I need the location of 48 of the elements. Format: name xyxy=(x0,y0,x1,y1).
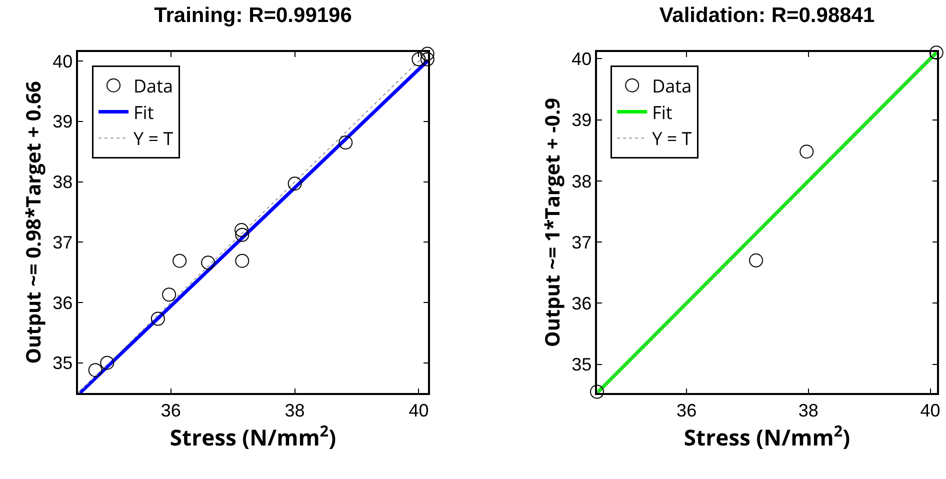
x-tick-label: 38 xyxy=(798,400,818,420)
legend-label: Data xyxy=(652,74,692,98)
y-tick-label: 37 xyxy=(52,232,73,252)
y-tick-label: 40 xyxy=(572,49,592,70)
y-tick-label: 40 xyxy=(52,51,73,72)
y-tick-label: 38 xyxy=(52,172,73,192)
point xyxy=(201,256,216,270)
y-tick-label: 36 xyxy=(572,293,592,314)
legend-label: Data xyxy=(134,74,173,98)
point xyxy=(150,312,165,326)
x-axis-title: Stress (N/mm$^{2}$) xyxy=(684,420,850,453)
point xyxy=(288,176,302,191)
legend-label: Fit xyxy=(134,100,154,125)
y-axis-title: Output ~= 0.98*Target + 0.66 xyxy=(20,81,47,364)
x-tick-label: 36 xyxy=(160,400,181,420)
y-tick-label: 39 xyxy=(52,112,73,132)
point xyxy=(172,254,187,268)
point xyxy=(235,254,250,268)
point xyxy=(235,228,250,242)
legend-label: Y = T xyxy=(652,127,692,152)
point xyxy=(162,288,176,302)
y-tick-label: 38 xyxy=(572,171,592,192)
point xyxy=(800,144,814,159)
point xyxy=(420,52,434,66)
point xyxy=(100,356,114,370)
y-tick-label: 35 xyxy=(572,354,592,375)
point xyxy=(234,223,249,238)
x-axis-title: Stress (N/mm$^{2}$) xyxy=(170,420,336,453)
point xyxy=(590,384,604,399)
x-tick-label: 36 xyxy=(676,400,697,420)
legend-label: Fit xyxy=(652,100,672,125)
point xyxy=(88,363,102,378)
point xyxy=(420,46,434,61)
chart-title: Validation: R=0.98841 xyxy=(659,4,875,27)
y-tick-label: 37 xyxy=(572,232,592,252)
point xyxy=(749,253,764,268)
x-tick-label: 38 xyxy=(284,400,305,420)
point xyxy=(338,136,353,150)
x-tick-label: 40 xyxy=(920,400,940,420)
legend-label: Y = T xyxy=(134,127,174,152)
point xyxy=(412,52,426,66)
y-tick-label: 35 xyxy=(52,353,73,374)
y-tick-label: 39 xyxy=(572,110,592,130)
y-tick-label: 36 xyxy=(52,292,73,313)
x-tick-label: 40 xyxy=(408,400,429,420)
point xyxy=(929,46,944,60)
y-axis-title: Output ~= 1*Target + -0.9 xyxy=(538,98,566,348)
chart-title: Training: R=0.99196 xyxy=(154,4,352,27)
